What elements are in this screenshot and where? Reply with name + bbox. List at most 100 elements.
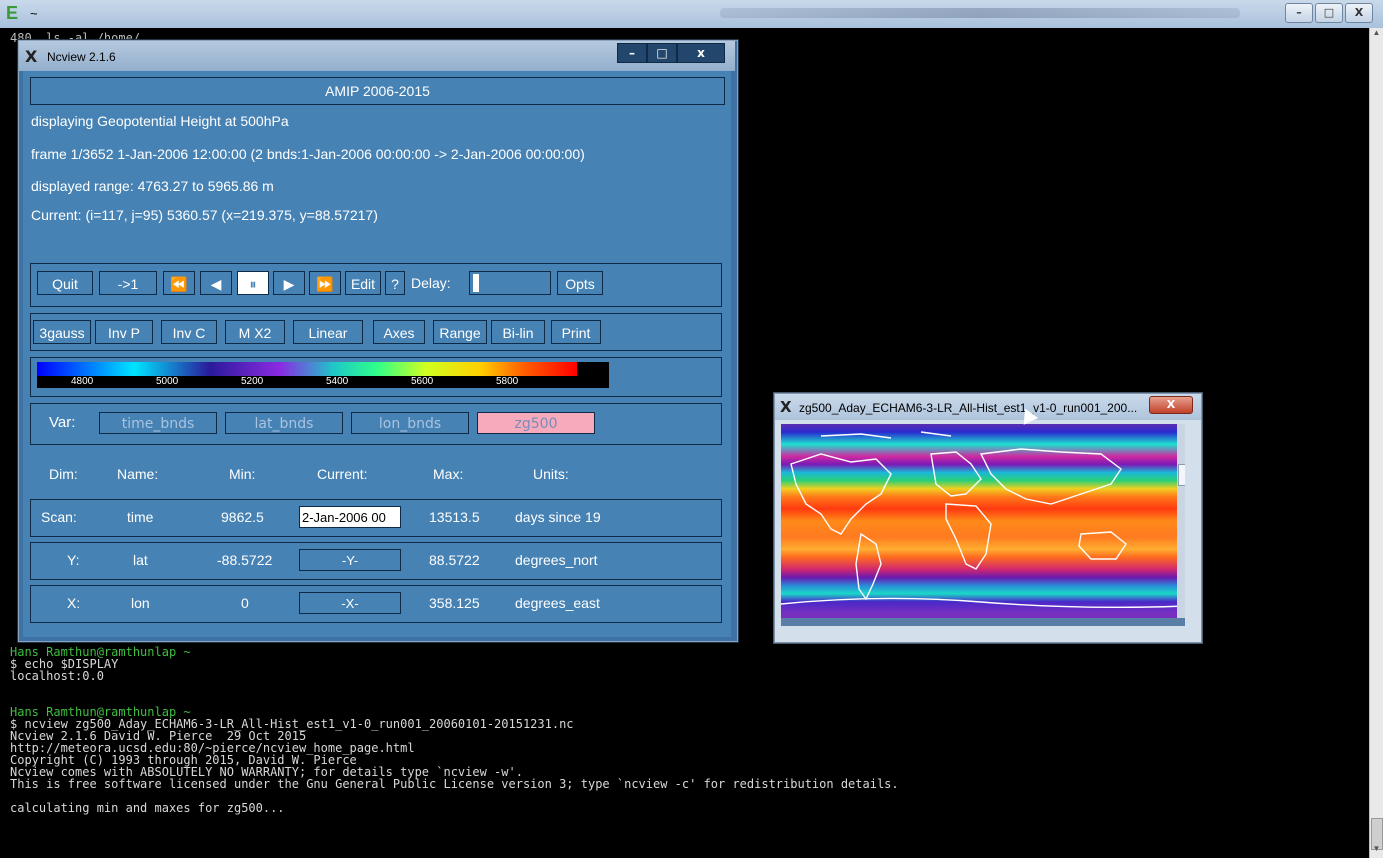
dataset-title: AMIP 2006-2015 bbox=[30, 77, 725, 105]
var-label: Var: bbox=[49, 414, 76, 431]
minimize-button[interactable]: – bbox=[1285, 3, 1313, 23]
ncview-titlebar[interactable]: X Ncview 2.1.6 – □ x bbox=[19, 41, 735, 71]
ncview-maximize-button[interactable]: □ bbox=[647, 43, 677, 63]
ncview-window[interactable]: X Ncview 2.1.6 – □ x AMIP 2006-2015 disp… bbox=[18, 40, 738, 642]
dim-header-dim: Dim: bbox=[49, 466, 78, 482]
x11-icon: X bbox=[780, 398, 792, 416]
terminal-line: $ echo $DISPLAY bbox=[10, 657, 119, 671]
dim-units: days since 19 bbox=[515, 509, 601, 525]
terminal-line: Hans Ramthun@ramthunlap ~ bbox=[10, 705, 191, 719]
data-map-image[interactable] bbox=[781, 424, 1185, 626]
terminal-line: $ ncview zg500_Aday_ECHAM6-3-LR_All-Hist… bbox=[10, 717, 574, 731]
map-titlebar[interactable]: X zg500_Aday_ECHAM6-3-LR_All-Hist_est1_v… bbox=[775, 394, 1201, 420]
terminal-icon: E bbox=[6, 3, 19, 23]
quit-button[interactable]: Quit bbox=[37, 271, 93, 295]
terminal-title: ~ bbox=[30, 6, 38, 21]
var-button-lon-bnds[interactable]: lon_bnds bbox=[351, 412, 469, 434]
dim-label: Y: bbox=[67, 552, 80, 568]
ncview-window-title: Ncview 2.1.6 bbox=[47, 50, 116, 64]
fast-forward-icon[interactable]: ⏩ bbox=[309, 271, 341, 295]
dim-min: 9862.5 bbox=[221, 509, 264, 525]
colorbar-tick-label: 5000 bbox=[156, 376, 179, 387]
dim-header-name: Name: bbox=[117, 466, 159, 482]
x11-icon: X bbox=[25, 47, 38, 66]
option-button-inv-p[interactable]: Inv P bbox=[95, 320, 153, 344]
map-horizontal-scrollbar[interactable] bbox=[781, 618, 1185, 626]
colorbar-tick-label: 5800 bbox=[496, 376, 519, 387]
options-panel: 3gauss Inv P Inv C M X2 Linear Axes Range Bi-li… bbox=[30, 313, 722, 351]
colorbar-tick-label: 4800 bbox=[71, 376, 94, 387]
range-text: displayed range: 4763.27 to 5965.86 m bbox=[31, 178, 274, 194]
option-button-axes[interactable]: Axes bbox=[373, 320, 425, 344]
terminal-line: localhost:0.0 bbox=[10, 669, 104, 683]
frame-text: frame 1/3652 1-Jan-2006 12:00:00 (2 bnds… bbox=[31, 146, 585, 162]
opts-button[interactable]: Opts bbox=[557, 271, 603, 295]
option-button-3gauss[interactable]: 3gauss bbox=[33, 320, 91, 344]
close-button[interactable]: X bbox=[1345, 3, 1373, 23]
var-button-time-bnds[interactable]: time_bnds bbox=[99, 412, 217, 434]
terminal-scrollbar[interactable]: ▲ ▼ bbox=[1369, 28, 1383, 858]
var-button-zg500[interactable]: zg500 bbox=[477, 412, 595, 434]
dim-header-current: Current: bbox=[317, 466, 368, 482]
terminal-line: Hans Ramthun@ramthunlap ~ bbox=[10, 645, 191, 659]
back-icon[interactable]: ◀ bbox=[200, 271, 232, 295]
dim-units: degrees_east bbox=[515, 595, 600, 611]
dim-max: 358.125 bbox=[429, 595, 480, 611]
dim-max: 88.5722 bbox=[429, 552, 480, 568]
dim-label: X: bbox=[67, 595, 81, 611]
help-button[interactable]: ? bbox=[385, 271, 405, 295]
variable-panel: Var: time_bnds lat_bnds lon_bnds zg500 bbox=[30, 403, 722, 445]
option-button-range[interactable]: Range bbox=[433, 320, 487, 344]
colorbar-panel: 4800 5000 5200 5400 5600 5800 bbox=[30, 357, 722, 397]
delay-slider[interactable] bbox=[469, 271, 551, 295]
map-window-title: zg500_Aday_ECHAM6-3-LR_All-Hist_est1_v1-… bbox=[799, 401, 1138, 415]
coastline-overlay bbox=[781, 431, 1185, 609]
dim-min: 0 bbox=[241, 595, 249, 611]
colorbar: 4800 5000 5200 5400 5600 5800 bbox=[37, 362, 609, 388]
dim-name: lat bbox=[133, 552, 148, 568]
y-axis-button[interactable]: -Y- bbox=[299, 549, 401, 571]
dim-header-units: Units: bbox=[533, 466, 569, 482]
dim-min: -88.5722 bbox=[217, 552, 273, 568]
dim-name: lon bbox=[131, 595, 150, 611]
option-button-bi-lin[interactable]: Bi-lin bbox=[491, 320, 545, 344]
colorbar-tick-label: 5400 bbox=[326, 376, 349, 387]
forward-icon[interactable]: ▶ bbox=[273, 271, 305, 295]
dim-current-input[interactable]: 2-Jan-2006 00 bbox=[299, 506, 401, 528]
option-button-inv-c[interactable]: Inv C bbox=[161, 320, 217, 344]
scroll-up-icon[interactable]: ▲ bbox=[1372, 28, 1381, 37]
ncview-close-button[interactable]: x bbox=[677, 43, 725, 63]
dim-header-min: Min: bbox=[229, 466, 256, 482]
dim-label: Scan: bbox=[41, 509, 77, 525]
pause-icon[interactable]: ⏸ bbox=[237, 271, 269, 295]
terminal-line: Ncview comes with ABSOLUTELY NO WARRANTY… bbox=[10, 765, 523, 779]
delay-label: Delay: bbox=[411, 275, 451, 291]
terminal-line: This is free software licensed under the… bbox=[10, 777, 899, 791]
dim-max: 13513.5 bbox=[429, 509, 480, 525]
terminal-line: Ncview 2.1.6 David W. Pierce 29 Oct 2015 bbox=[10, 729, 307, 743]
map-close-button[interactable]: X bbox=[1149, 396, 1193, 414]
scrollbar-thumb[interactable] bbox=[1178, 464, 1185, 486]
terminal-line: calculating min and maxes for zg500... bbox=[10, 801, 285, 815]
first-frame-button[interactable]: ->1 bbox=[99, 271, 157, 295]
dim-row-lat: Y: lat -88.5722 -Y- 88.5722 degrees_nort bbox=[30, 542, 722, 580]
x-axis-button[interactable]: -X- bbox=[299, 592, 401, 614]
displaying-text: displaying Geopotential Height at 500hPa bbox=[31, 113, 289, 129]
colorbar-gradient bbox=[37, 362, 577, 376]
map-window[interactable]: X zg500_Aday_ECHAM6-3-LR_All-Hist_est1_v… bbox=[774, 393, 1202, 643]
option-button-linear[interactable]: Linear bbox=[293, 320, 363, 344]
option-button-print[interactable]: Print bbox=[551, 320, 601, 344]
dim-units: degrees_nort bbox=[515, 552, 598, 568]
fast-back-icon[interactable]: ⏪ bbox=[163, 271, 195, 295]
terminal-titlebar[interactable]: E ~ – □ X bbox=[0, 0, 1383, 29]
option-button-m-x2[interactable]: M X2 bbox=[225, 320, 285, 344]
scroll-down-icon[interactable]: ▼ bbox=[1372, 844, 1381, 853]
dim-row-lon: X: lon 0 -X- 358.125 degrees_east bbox=[30, 585, 722, 623]
edit-button[interactable]: Edit bbox=[345, 271, 381, 295]
var-button-lat-bnds[interactable]: lat_bnds bbox=[225, 412, 343, 434]
ncview-minimize-button[interactable]: – bbox=[617, 43, 647, 63]
map-vertical-scrollbar[interactable] bbox=[1177, 424, 1185, 626]
dim-header-max: Max: bbox=[433, 466, 464, 482]
maximize-button[interactable]: □ bbox=[1315, 3, 1343, 23]
dim-name: time bbox=[127, 509, 154, 525]
